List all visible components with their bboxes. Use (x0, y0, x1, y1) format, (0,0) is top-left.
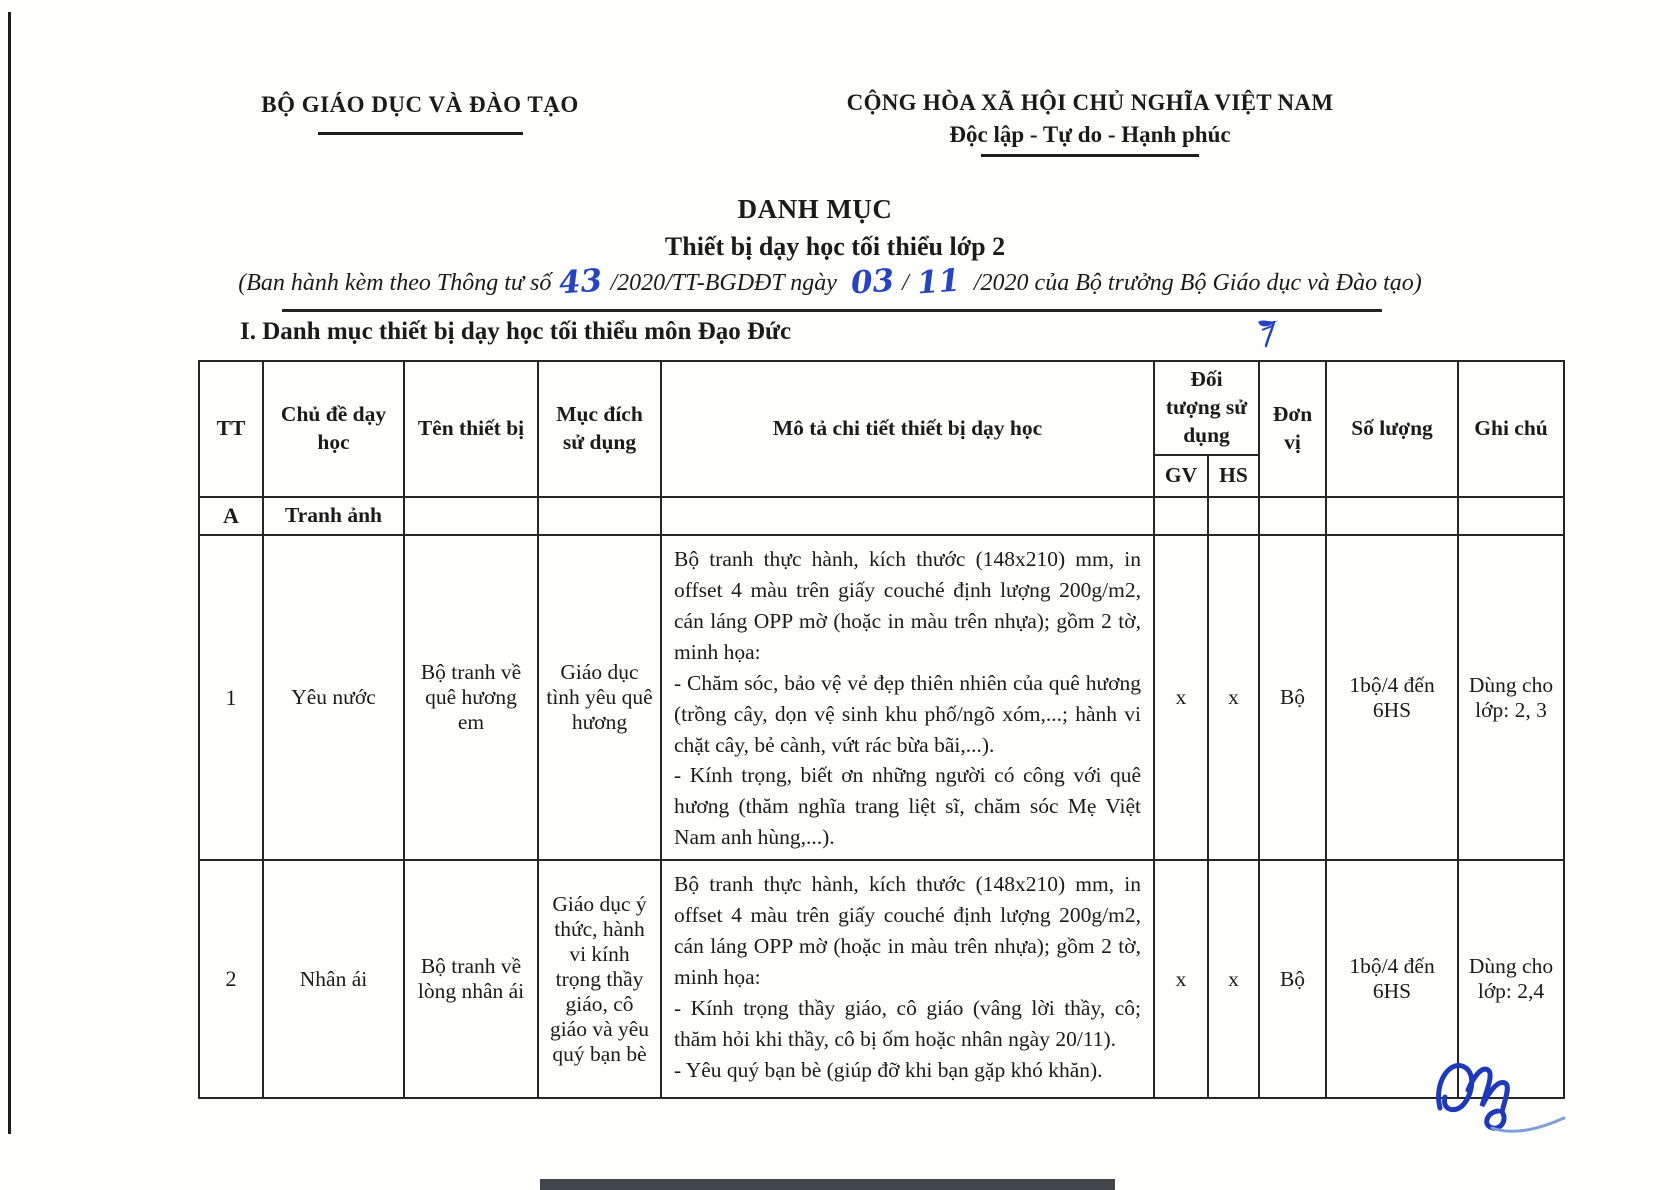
col-header-unit: Đơn vị (1258, 360, 1328, 498)
col-header-topic: Chủ đề dạy học (262, 360, 405, 498)
document-title: DANH MỤC (737, 194, 893, 224)
row-quantity: 1bộ/4 đến 6HS (1325, 859, 1460, 1100)
equipment-table: TT Chủ đề dạy học Tên thiết bị Mục đích … (198, 360, 1566, 1100)
col-header-note: Ghi chú (1457, 360, 1566, 498)
empty-cell (660, 495, 1155, 536)
national-motto: Độc lập - Tự do - Hạnh phúc (949, 122, 1231, 147)
row-note: Dùng cho lớp: 2,4 (1457, 859, 1566, 1100)
empty-cell (1457, 495, 1566, 536)
description-paragraph: - Kính trọng, biết ơn những người có côn… (674, 763, 1141, 850)
row-note: Dùng cho lớp: 2, 3 (1457, 533, 1566, 862)
row-topic: Nhân ái (262, 859, 405, 1100)
scan-bottom-artifact (540, 1179, 1115, 1190)
issuance-mid2: / (902, 270, 909, 296)
row-description: Bộ tranh thực hành, kích thước (148x210)… (660, 533, 1155, 862)
row-topic: Yêu nước (262, 533, 405, 862)
issuance-suffix: /2020 của Bộ trưởng Bộ Giáo dục và Đào t… (973, 270, 1422, 296)
issuance-line: (Ban hành kèm theo Thông tư số 43/2020/TT… (0, 262, 1660, 302)
col-header-device: Tên thiết bị (403, 360, 539, 498)
ministry-underline (317, 132, 523, 135)
issuance-mid1: /2020/TT-BGDĐT ngày (610, 270, 837, 296)
row-tt: 2 (198, 859, 264, 1100)
row-gv-mark: x (1153, 533, 1209, 862)
description-paragraph: Bộ tranh thực hành, kích thước (148x210)… (674, 872, 1141, 990)
row-hs-mark: x (1206, 859, 1261, 1100)
col-header-hs: HS (1206, 453, 1261, 498)
empty-cell (537, 495, 662, 536)
scan-edge-line (8, 12, 11, 1134)
empty-cell (1206, 495, 1261, 536)
table-header-row: TT Chủ đề dạy học Tên thiết bị Mục đích … (198, 360, 1566, 498)
empty-cell (1325, 495, 1460, 536)
col-header-description: Mô tả chi tiết thiết bị dạy học (660, 360, 1155, 498)
empty-cell (1153, 495, 1209, 536)
row-description: Bộ tranh thực hành, kích thước (148x210)… (660, 859, 1155, 1100)
empty-cell (403, 495, 539, 536)
col-header-quantity: Số lượng (1325, 360, 1460, 498)
description-paragraph: - Kính trọng thầy giáo, cô giáo (vâng lờ… (674, 996, 1141, 1052)
section-heading: I. Danh mục thiết bị dạy học tối thiểu m… (240, 318, 792, 345)
row-purpose: Giáo dục ý thức, hành vi kính trọng thầy… (537, 859, 662, 1100)
row-device: Bộ tranh về lòng nhân ái (403, 859, 539, 1100)
issuance-prefix: (Ban hành kèm theo Thông tư số (238, 270, 552, 296)
row-hs-mark: x (1206, 533, 1261, 862)
section-label: Tranh ảnh (262, 495, 405, 536)
col-header-purpose: Mục đích sử dụng (537, 360, 662, 498)
description-paragraph: Bộ tranh thực hành, kích thước (148x210)… (674, 546, 1141, 664)
table-row-1: 1 Yêu nước Bộ tranh về quê hương em Giáo… (198, 533, 1566, 862)
ministry-name: BỘ GIÁO DỤC VÀ ĐÀO TẠO (261, 92, 579, 117)
document-subtitle: Thiết bị dạy học tối thiểu lớp 2 (664, 232, 1006, 261)
row-unit: Bộ (1258, 859, 1328, 1100)
row-device: Bộ tranh về quê hương em (403, 533, 539, 862)
issuance-underline (282, 309, 1382, 312)
national-header: CỘNG HÒA XÃ HỘI CHỦ NGHĨA VIỆT NAM Độc l… (840, 90, 1340, 157)
row-quantity: 1bộ/4 đến 6HS (1325, 533, 1460, 862)
national-title: CỘNG HÒA XÃ HỘI CHỦ NGHĨA VIỆT NAM (846, 90, 1334, 115)
row-unit: Bộ (1258, 533, 1328, 862)
description-paragraph: - Chăm sóc, bảo vệ vẻ đẹp thiên nhiên củ… (674, 670, 1141, 757)
row-tt: 1 (198, 533, 264, 862)
ministry-header: BỘ GIÁO DỤC VÀ ĐÀO TẠO (250, 92, 590, 135)
row-gv-mark: x (1153, 859, 1209, 1100)
col-header-users: Đối tượng sử dụng (1152, 360, 1261, 456)
motto-underline (981, 154, 1199, 157)
description-paragraph: - Yêu quý bạn bè (giúp đỡ khi bạn gặp kh… (674, 1058, 1103, 1083)
table-subheader-row: GV HS (199, 453, 1564, 498)
col-header-tt: TT (198, 360, 264, 498)
row-purpose: Giáo dục tình yêu quê hương (537, 533, 662, 862)
handwritten-circular-number: 43 (558, 262, 604, 302)
ink-smudge-icon (1258, 320, 1278, 348)
col-header-gv: GV (1153, 453, 1209, 498)
section-tt: A (198, 495, 264, 536)
table-row-2: 2 Nhân ái Bộ tranh về lòng nhân ái Giáo … (198, 859, 1566, 1100)
empty-cell (1258, 495, 1328, 536)
table-row-section-a: A Tranh ảnh (198, 495, 1566, 536)
handwritten-month: 11 (915, 262, 962, 302)
signature-scribble (1436, 1063, 1566, 1133)
handwritten-day: 03 (849, 262, 896, 302)
